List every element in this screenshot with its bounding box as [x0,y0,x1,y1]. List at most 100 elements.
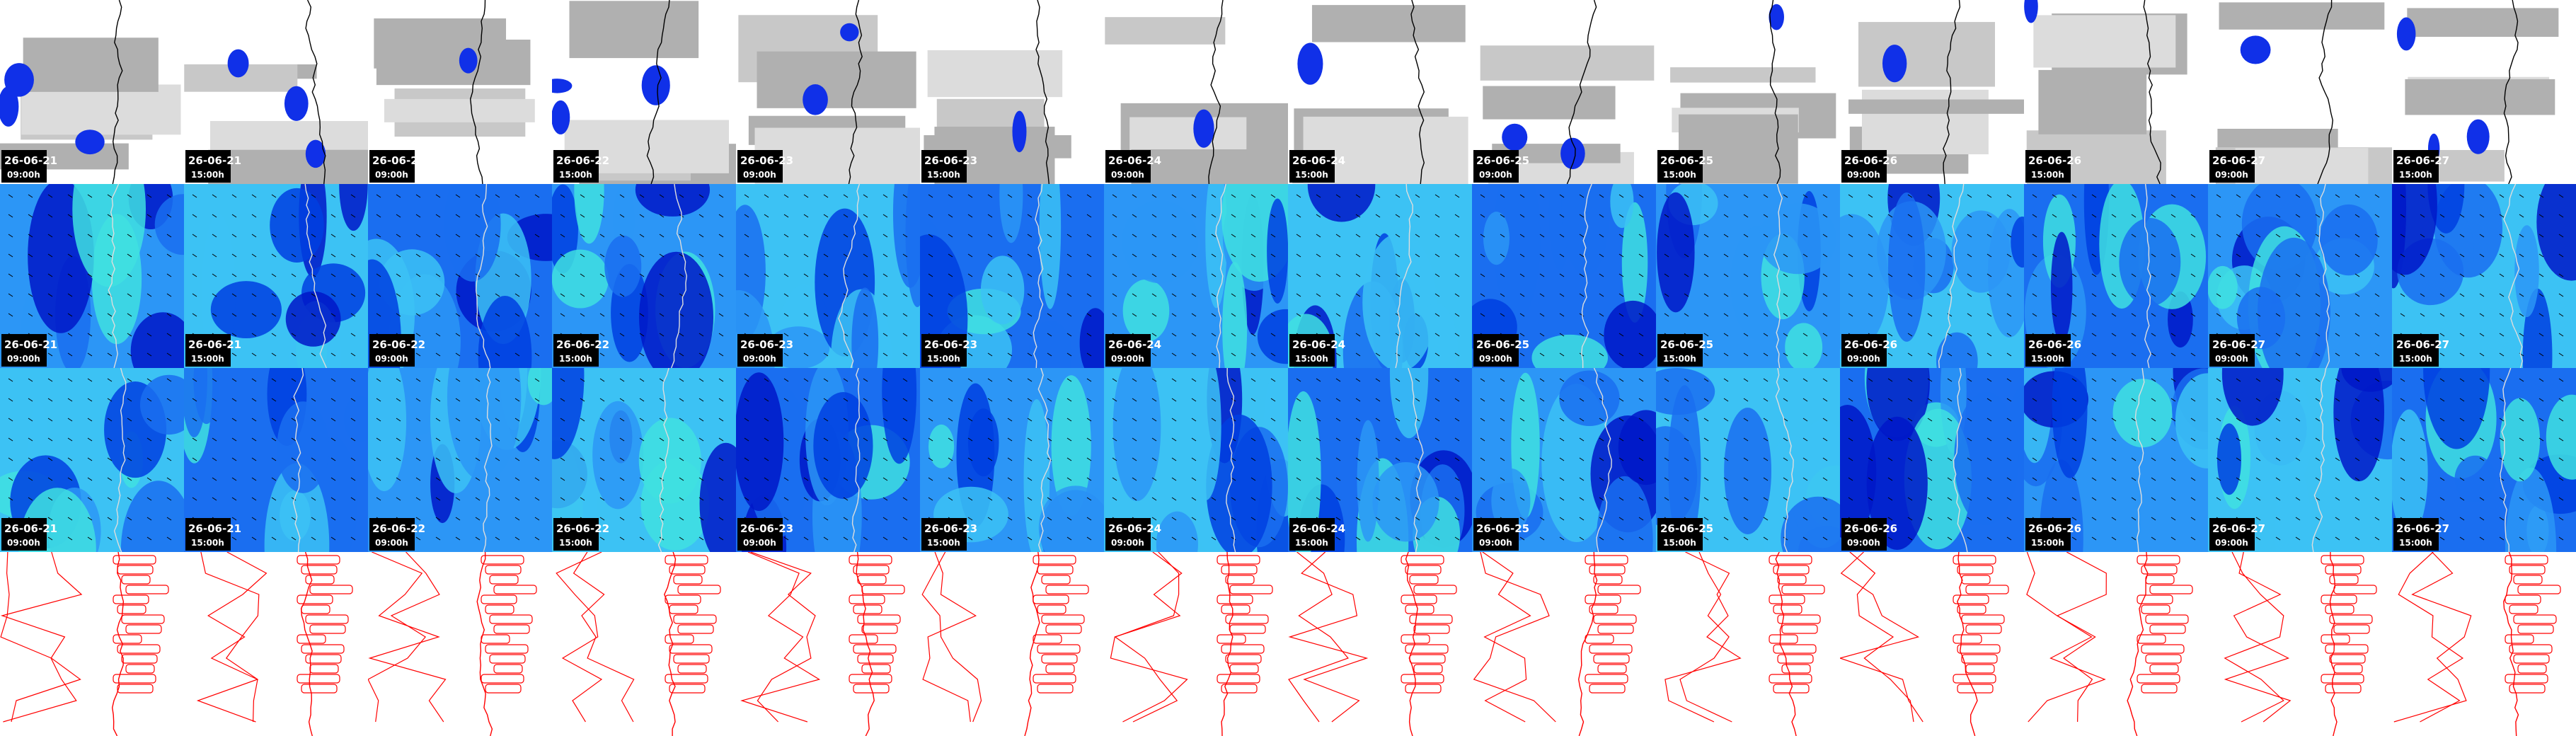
wind-arrow [146,398,152,402]
pressure-contour [2517,624,2554,634]
wind-arrow [376,418,381,422]
wind-arrow [330,333,336,337]
wind-arrow [1927,293,1933,297]
wind-arrow [1887,378,1893,382]
wind-field [635,184,711,217]
wind-arrow [1599,457,1604,461]
pressure-contour [1033,555,1076,565]
wind-arrow [1743,293,1749,297]
coastline [1953,368,1968,552]
wind-arrow [1967,194,1972,198]
wind-arrow [2032,194,2037,198]
wind-arrow [1454,477,1460,481]
wind-arrow [2420,457,2425,461]
wind-arrow [2170,333,2176,337]
wind-arrow [1618,214,1624,218]
wind-arrow [1250,378,1256,382]
wind-arrow [192,378,197,382]
wind-arrow [495,398,500,402]
wind-arrow [1887,293,1893,297]
pressure-contour [853,565,890,575]
wind-arrow [2519,517,2524,521]
pressure-contour [2509,684,2546,694]
map-tile [1840,552,2024,736]
wind-field [1668,385,1701,551]
wind-arrow [1723,457,1729,461]
wind-arrow [1066,313,1072,317]
wind-arrow [967,333,973,337]
wind-arrow [2295,273,2301,277]
wind-arrow [698,437,704,442]
wind-arrow [803,234,809,238]
wind-arrow [350,234,356,238]
wind-arrow [1434,497,1440,501]
coastline [1395,184,1413,368]
wind-arrow [2236,293,2241,297]
wind-arrow [2354,253,2360,258]
wind-arrow [1887,418,1893,422]
wind-arrow [2052,437,2057,442]
wind-arrow [1500,293,1505,297]
wind-arrow [1763,398,1769,402]
pressure-contour [1413,585,1457,594]
wind-arrow [1579,398,1585,402]
wind-arrow [1887,398,1893,402]
wind-arrow [1250,194,1256,198]
wind-arrow [2459,536,2465,541]
wind-arrow [967,234,973,238]
wind-arrow [967,352,973,357]
wind-arrow [744,497,749,501]
wind-arrow [1822,398,1828,402]
wind-arrow [1763,194,1769,198]
wind-arrow [698,536,704,541]
wind-arrow [1802,253,1808,258]
isobar [922,552,977,723]
label-box [737,518,783,551]
wind-arrow [495,352,500,357]
map-tile [1104,552,1288,736]
wind-arrow [2335,194,2340,198]
pressure-background [1472,552,1656,736]
wind-arrow [744,437,749,442]
wind-arrow [1822,378,1828,382]
wind-arrow [1316,437,1321,442]
wind-arrow [1743,437,1749,442]
wind-arrow [1703,194,1709,198]
pressure-contour [1781,664,1811,674]
wind-arrow [580,497,585,501]
wind-arrow [8,457,13,461]
wind-arrow [2538,333,2544,337]
wind-arrow [1066,333,1072,337]
wind-arrow [1539,253,1545,258]
wind-arrow [212,194,217,198]
wind-arrow [2519,253,2524,258]
wind-arrow [146,234,152,238]
wind-field [1112,368,1161,501]
wind-arrow [928,214,933,218]
wind-arrow [1132,253,1137,258]
wind-arrow [2519,194,2524,198]
wind-arrow [1887,234,1893,238]
wind-arrow [1743,457,1749,461]
wind-arrow [2052,398,2057,402]
wind-arrow [744,398,749,402]
label-box [553,518,599,551]
wind-arrow [311,214,316,218]
wind-arrow [396,418,401,422]
tile-content [2392,552,2576,736]
wind-arrow [1802,194,1808,198]
wind-field [2341,368,2392,392]
wind-arrow [659,437,665,442]
wind-arrow [2091,437,2097,442]
wind-arrow [803,214,809,218]
wind-arrow [2499,457,2505,461]
wind-arrow [534,437,540,442]
wind-arrow [291,378,297,382]
wind-arrow [146,253,152,258]
wind-arrow [967,497,973,501]
wind-arrow [764,273,769,277]
wind-arrow [1986,293,1992,297]
